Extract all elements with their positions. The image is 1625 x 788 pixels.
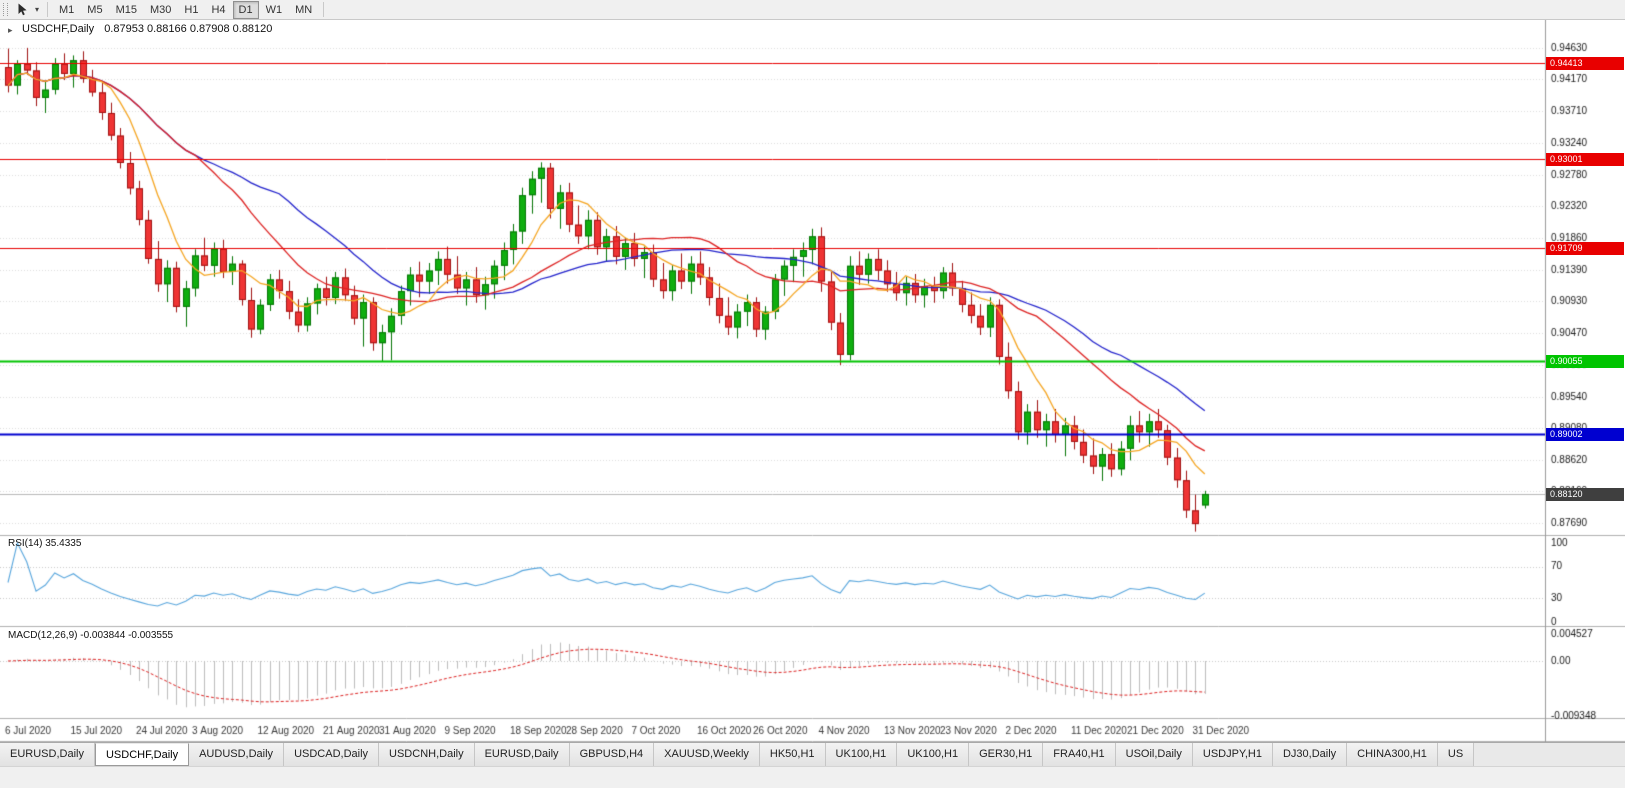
timeframe-button-d1[interactable]: D1 (232, 0, 259, 19)
chart-tab-hk50-h1[interactable]: HK50,H1 (759, 743, 826, 766)
timeframe-button-m15[interactable]: M15 (110, 1, 143, 19)
chart-tab-usoil-daily[interactable]: USOil,Daily (1115, 743, 1193, 766)
timeframe-toolbar: ▾ M1 M5 M15 M30 H1 H4 D1 W1 MN (0, 0, 1625, 20)
chart-tab-usdcnh-daily[interactable]: USDCNH,Daily (379, 743, 475, 766)
chart-tab-usdjpy-h1[interactable]: USDJPY,H1 (1192, 743, 1273, 766)
chart-tab-uk100-h1[interactable]: UK100,H1 (825, 743, 898, 766)
chart-tab-audusd-daily[interactable]: AUDUSD,Daily (189, 743, 285, 766)
cursor-icon (18, 3, 27, 16)
timeframe-button-m30[interactable]: M30 (144, 1, 177, 19)
timeframe-button-w1[interactable]: W1 (260, 1, 289, 19)
timeframe-button-mn[interactable]: MN (289, 1, 318, 19)
chart-tab-china300-h1[interactable]: CHINA300,H1 (1347, 743, 1438, 766)
cursor-tool-button[interactable] (12, 1, 32, 19)
chart-tab-eurusd-daily[interactable]: EURUSD,Daily (474, 743, 570, 766)
chart-tab-uk100-h1[interactable]: UK100,H1 (897, 743, 970, 766)
chart-tab-gbpusd-h4[interactable]: GBPUSD,H4 (569, 743, 655, 766)
chart-tab-fra40-h1[interactable]: FRA40,H1 (1043, 743, 1116, 766)
chart-tab-usdchf-daily[interactable]: USDCHF,Daily (94, 743, 190, 766)
chart-marker-icon: ▸ (8, 25, 13, 35)
timeframe-button-m5[interactable]: M5 (81, 1, 108, 19)
toolbar-separator (323, 2, 325, 17)
rsi-indicator-label: RSI(14) 35.4335 (8, 538, 82, 549)
timeframe-buttons: M1 M5 M15 M30 H1 H4 D1 W1 MN (53, 0, 318, 19)
price-chart-canvas[interactable] (0, 20, 1625, 742)
timeframe-button-h1[interactable]: H1 (178, 1, 204, 19)
chevron-down-icon[interactable]: ▾ (34, 5, 39, 14)
timeframe-button-m1[interactable]: M1 (53, 1, 80, 19)
chart-symbol-period: USDCHF,Daily (22, 23, 95, 35)
toolbar-drag-handle[interactable] (3, 3, 8, 16)
chart-tabs-bar: EURUSD,Daily USDCHF,Daily AUDUSD,Daily USDC… (0, 742, 1625, 766)
chart-tab-eurusd-daily[interactable]: EURUSD,Daily (0, 743, 95, 766)
chart-tab-usdcad-daily[interactable]: USDCAD,Daily (284, 743, 380, 766)
chart-tab-xauusd-weekly[interactable]: XAUUSD,Weekly (654, 743, 760, 766)
timeframe-button-h4[interactable]: H4 (205, 1, 231, 19)
chart-tab-ger30-h1[interactable]: GER30,H1 (969, 743, 1044, 766)
chart-title: USDCHF,Daily 0.87953 0.88166 0.87908 0.8… (22, 23, 272, 35)
toolbar-separator (47, 2, 48, 17)
chart-ohlc-values: 0.87953 0.88166 0.87908 0.88120 (104, 23, 273, 35)
chart-tab-dj30-daily[interactable]: DJ30,Daily (1272, 743, 1348, 766)
chart-tab-us[interactable]: US (1437, 743, 1475, 766)
status-bar (0, 766, 1625, 788)
macd-indicator-label: MACD(12,26,9) -0.003844 -0.003555 (8, 630, 174, 641)
